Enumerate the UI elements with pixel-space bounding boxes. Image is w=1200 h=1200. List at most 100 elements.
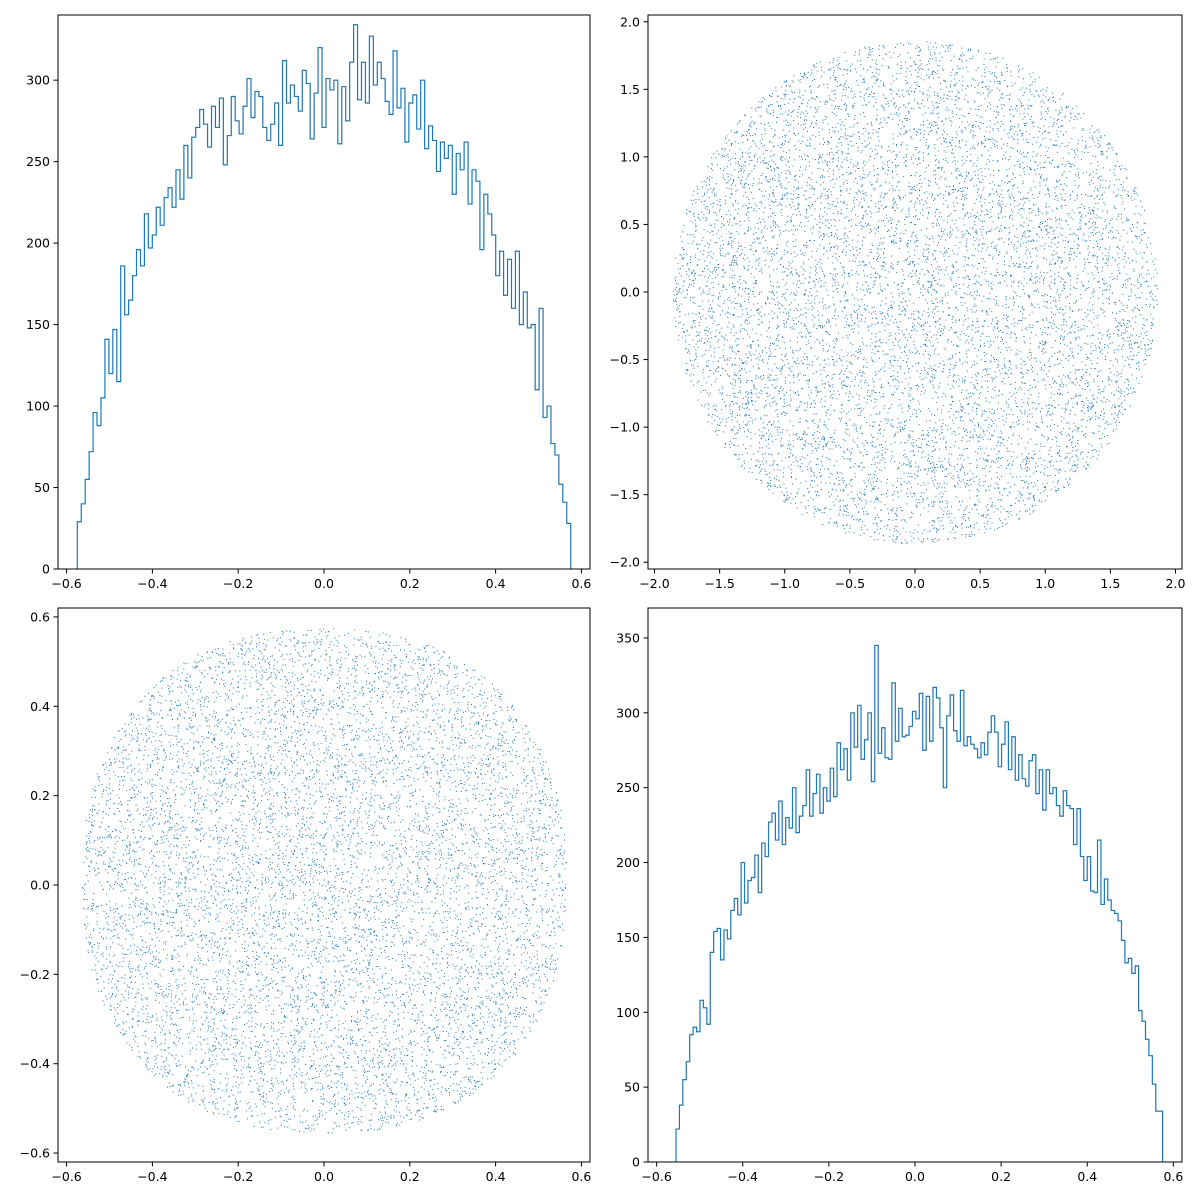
scatter-point	[812, 187, 814, 189]
scatter-point	[892, 395, 894, 397]
scatter-point	[850, 460, 852, 462]
scatter-point	[674, 288, 676, 290]
scatter-point	[832, 488, 834, 490]
scatter-point	[979, 485, 981, 487]
scatter-point	[838, 332, 839, 334]
scatter-point	[1066, 107, 1068, 109]
scatter-point	[1015, 497, 1017, 499]
scatter-point	[772, 440, 774, 442]
scatter-point	[903, 104, 905, 106]
scatter-point	[936, 208, 938, 210]
scatter-point	[965, 171, 967, 173]
scatter-point	[1048, 245, 1050, 247]
scatter-point	[954, 84, 956, 86]
scatter-point	[934, 215, 936, 217]
scatter-point	[851, 362, 853, 364]
scatter-point	[870, 490, 872, 492]
scatter-point	[1106, 262, 1107, 264]
scatter-point	[907, 289, 909, 291]
scatter-point	[830, 391, 832, 393]
scatter-point	[764, 387, 766, 388]
scatter-point	[1045, 405, 1047, 407]
scatter-point	[783, 320, 785, 321]
scatter-point	[1025, 87, 1027, 89]
scatter-point	[838, 142, 839, 144]
scatter-point	[964, 195, 966, 196]
scatter-point	[1082, 407, 1084, 409]
scatter-point	[947, 429, 949, 431]
scatter-point	[1116, 420, 1117, 422]
scatter-point	[852, 396, 854, 398]
scatter-point	[817, 108, 818, 110]
scatter-point	[827, 203, 829, 205]
scatter-point	[1083, 402, 1085, 404]
scatter-point	[1095, 202, 1097, 204]
scatter-point	[895, 46, 896, 48]
scatter-point	[834, 522, 836, 524]
scatter-point	[932, 376, 933, 378]
scatter-point	[719, 357, 721, 359]
scatter-point	[750, 249, 752, 250]
scatter-point	[755, 388, 757, 390]
scatter-point	[1030, 438, 1032, 440]
scatter-point	[1145, 223, 1147, 225]
scatter-point	[1044, 342, 1046, 344]
scatter-point	[915, 240, 917, 242]
scatter-point	[938, 127, 940, 129]
histogram-bin	[81, 504, 85, 569]
scatter-point	[1047, 187, 1049, 189]
scatter-point	[1040, 369, 1042, 371]
scatter-point	[1023, 271, 1025, 273]
scatter-point	[1033, 497, 1035, 499]
scatter-point	[855, 247, 857, 249]
scatter-point	[1025, 253, 1026, 255]
scatter-point	[729, 409, 731, 411]
histogram-bin	[152, 235, 156, 569]
histogram-bin	[511, 308, 515, 569]
scatter-point	[931, 520, 933, 521]
scatter-point	[1032, 458, 1034, 460]
scatter-point	[1102, 334, 1104, 336]
scatter-point	[1088, 261, 1090, 263]
scatter-point	[885, 303, 887, 305]
scatter-point	[917, 281, 919, 283]
scatter-point	[845, 60, 847, 62]
scatter-point	[692, 199, 694, 201]
scatter-point	[697, 341, 699, 343]
scatter-point	[1119, 322, 1121, 324]
scatter-point	[770, 285, 772, 287]
scatter-point	[771, 127, 773, 129]
scatter-point	[810, 85, 811, 87]
scatter-point	[856, 374, 858, 376]
scatter-point	[1013, 433, 1014, 435]
scatter-point	[944, 487, 946, 489]
scatter-point	[1093, 288, 1095, 290]
scatter-point	[780, 387, 782, 389]
scatter-point	[935, 158, 937, 160]
scatter-point	[1024, 197, 1026, 199]
scatter-point	[890, 307, 892, 309]
scatter-point	[886, 323, 888, 325]
scatter-point	[1047, 375, 1049, 377]
scatter-point	[822, 448, 824, 450]
scatter-point	[1022, 180, 1024, 182]
scatter-point	[805, 316, 807, 318]
scatter-point	[1045, 205, 1047, 207]
scatter-point	[786, 497, 788, 499]
scatter-point	[938, 216, 940, 218]
scatter-point	[1021, 461, 1023, 463]
histogram-bin	[227, 136, 231, 569]
scatter-point	[824, 119, 826, 121]
scatter-point	[809, 397, 811, 399]
scatter-point	[741, 309, 743, 311]
scatter-point	[676, 304, 678, 306]
scatter-point	[979, 345, 981, 346]
scatter-point	[1151, 298, 1153, 300]
scatter-point	[851, 491, 853, 493]
scatter-point	[943, 137, 944, 139]
scatter-point	[1043, 280, 1045, 282]
scatter-point	[1039, 182, 1041, 184]
scatter-point	[1146, 331, 1148, 332]
scatter-point	[1102, 232, 1104, 234]
scatter-point	[828, 196, 830, 198]
